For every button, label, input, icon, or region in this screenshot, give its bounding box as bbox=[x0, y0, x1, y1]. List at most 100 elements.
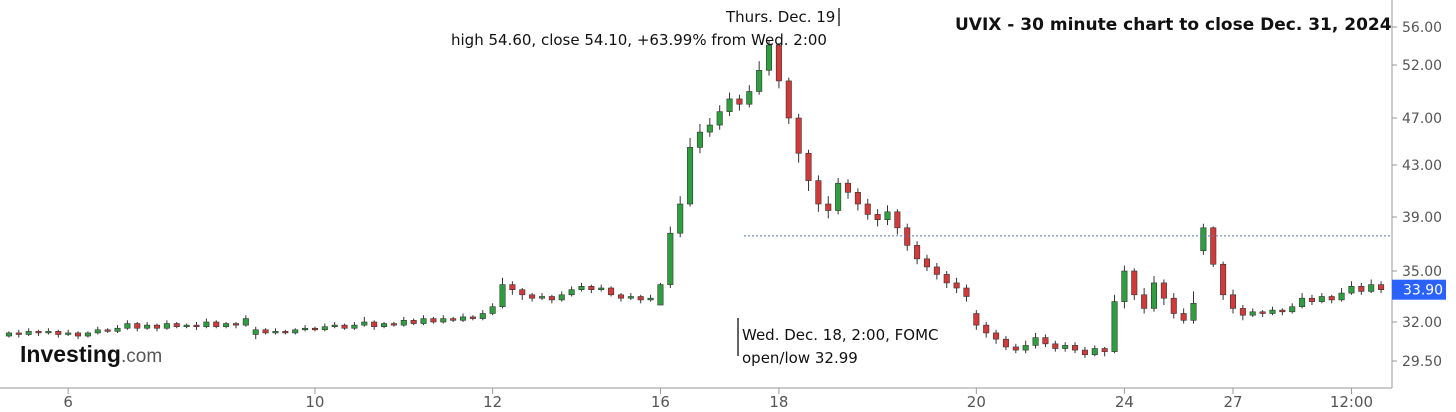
candle bbox=[400, 316, 407, 327]
candle bbox=[390, 322, 397, 327]
candle bbox=[1111, 294, 1118, 354]
candle bbox=[1012, 343, 1019, 354]
investing-logo-mark: Investing.com bbox=[20, 341, 162, 367]
candle bbox=[134, 322, 141, 332]
candle-body bbox=[864, 203, 871, 215]
candle bbox=[1210, 226, 1217, 267]
candle bbox=[94, 326, 101, 335]
candle-body bbox=[371, 321, 378, 327]
candle-body bbox=[1259, 311, 1266, 314]
candle bbox=[1121, 265, 1128, 309]
candle-body bbox=[568, 289, 575, 296]
candle-body bbox=[548, 296, 555, 301]
candle-body bbox=[321, 326, 328, 331]
candle-body bbox=[94, 329, 101, 334]
candle-body bbox=[933, 266, 940, 275]
candle bbox=[75, 331, 82, 340]
candle-body bbox=[667, 232, 674, 285]
candle bbox=[795, 113, 802, 163]
candle bbox=[1269, 306, 1276, 316]
candle bbox=[923, 254, 930, 271]
candle bbox=[35, 329, 42, 337]
candle bbox=[479, 310, 486, 321]
candle bbox=[1229, 289, 1237, 314]
candle bbox=[1160, 279, 1167, 305]
candle-body bbox=[894, 211, 901, 229]
candle bbox=[1328, 294, 1335, 304]
y-tick-label: 52.00 bbox=[1402, 58, 1442, 74]
candle-body bbox=[75, 332, 82, 337]
candle-body bbox=[756, 70, 763, 92]
candle-body bbox=[65, 332, 72, 335]
candle bbox=[1072, 342, 1079, 354]
candle-body bbox=[1318, 296, 1325, 302]
candle bbox=[242, 315, 249, 327]
candle-body bbox=[825, 203, 832, 211]
candle bbox=[1151, 276, 1158, 312]
candle-body bbox=[479, 313, 486, 319]
candle bbox=[173, 322, 180, 329]
candle bbox=[953, 277, 960, 294]
chart-title: UVIX - 30 minute chart to close Dec. 31,… bbox=[955, 15, 1392, 35]
candle bbox=[578, 282, 585, 292]
candle-body bbox=[5, 332, 12, 337]
candle-body bbox=[538, 296, 546, 299]
candle bbox=[647, 294, 654, 302]
candle-body bbox=[608, 287, 615, 296]
candle bbox=[716, 105, 723, 130]
candle bbox=[1190, 291, 1197, 324]
candle-body bbox=[450, 318, 457, 321]
candle bbox=[1002, 336, 1009, 351]
candle bbox=[15, 329, 22, 338]
candle bbox=[1368, 279, 1375, 294]
candle-body bbox=[1269, 309, 1276, 314]
candle bbox=[1180, 308, 1187, 324]
candle-body bbox=[973, 313, 980, 326]
candle-body bbox=[696, 131, 703, 148]
candle-body bbox=[331, 324, 338, 327]
candle-body bbox=[1348, 285, 1355, 294]
candle-body bbox=[519, 289, 526, 296]
candle-body bbox=[351, 324, 358, 329]
candle-body bbox=[1249, 311, 1256, 316]
candle bbox=[509, 281, 516, 295]
candle-body bbox=[104, 329, 111, 332]
candle-body bbox=[706, 124, 713, 133]
candle-body bbox=[1200, 227, 1207, 252]
candle-body bbox=[469, 316, 476, 319]
candle bbox=[1299, 293, 1306, 309]
fomc-annotation-line2: open/low 32.99 bbox=[742, 349, 858, 367]
x-tick-label: 12 bbox=[483, 393, 502, 411]
candle bbox=[1091, 345, 1098, 357]
y-tick-label: 56.00 bbox=[1402, 20, 1442, 36]
candle bbox=[55, 329, 62, 338]
candle bbox=[213, 320, 220, 329]
peak-annotation-line1: Thurs. Dec. 19 bbox=[725, 8, 835, 26]
candle bbox=[223, 322, 230, 329]
candle bbox=[756, 61, 763, 95]
candle-body bbox=[311, 327, 318, 331]
candle-body bbox=[1220, 263, 1227, 296]
candle bbox=[864, 198, 871, 220]
candle-body bbox=[1239, 308, 1246, 316]
candle-body bbox=[302, 327, 309, 331]
x-tick-label: 20 bbox=[967, 393, 986, 411]
candle-body bbox=[1210, 227, 1217, 265]
candle bbox=[904, 223, 911, 251]
candle-body bbox=[588, 285, 595, 290]
candle bbox=[914, 241, 921, 265]
candle bbox=[489, 303, 496, 316]
investing-logo: Investing.com bbox=[20, 341, 162, 367]
candle-body bbox=[835, 182, 842, 211]
candle-body bbox=[45, 331, 52, 334]
candle-body bbox=[657, 284, 664, 306]
candle-body bbox=[203, 321, 210, 327]
candle-body bbox=[252, 329, 259, 335]
candle bbox=[529, 293, 536, 302]
candle-body bbox=[1012, 346, 1019, 351]
candle bbox=[1042, 334, 1049, 347]
candle-body bbox=[943, 274, 950, 284]
candle bbox=[1249, 308, 1256, 317]
candle bbox=[410, 318, 417, 326]
candle-body bbox=[499, 284, 506, 308]
